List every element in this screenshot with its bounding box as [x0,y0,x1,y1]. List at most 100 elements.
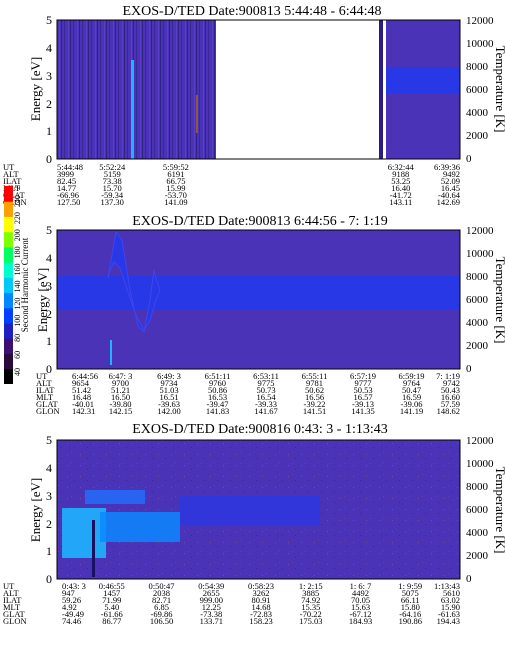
table-cell-3-3-4: -73.38 [200,609,222,619]
table-cell-2-2-5: 142.00 [157,406,180,416]
table-cell-1-3-4: -41.72 [390,190,412,200]
panel-3-cyan-block [62,508,106,558]
panel-3-ylabel-right: Temperature [K] [493,467,505,554]
colorbar: 40 60 80 100 120 140 160 180 200 220 240 250 Second… [4,178,30,385]
table-cell-1-3-3: 16.40 [391,183,410,193]
table-cell-1-4-4: -40.64 [438,190,461,200]
panel-3: EXOS-D/TED Date:900816 0:43: 3 - 1:13:43… [3,422,505,626]
panel-1: EXOS-D/TED Date:900813 5:44:48 - 6:44:48… [3,4,505,207]
table-cell-2-0-5: 142.31 [72,406,95,416]
table-cell-3-5-2: 74.92 [301,595,320,605]
table-cell-1-4-5: 142.69 [437,197,460,207]
table-cell-3-1-0: 0:46:55 [99,581,125,591]
table-cell-1-1-0: 5:52:24 [99,162,126,172]
colorbar-svg: 40 60 80 100 120 140 160 180 200 220 240 250 Second… [4,178,30,385]
table-cell-3-2-4: -69.86 [151,609,173,619]
table-cell-3-5-1: 3885 [302,588,319,598]
panel-3-rtick-2: 4000 [466,527,489,539]
panel-1-right-ticks: 0 2000 4000 6000 8000 10000 12000 [466,15,494,165]
table-cell-2-0-3: 16.48 [72,392,91,402]
colorbar-tick-7: 180 [13,246,22,258]
panel-1-speck [196,95,198,133]
panel-1-frame [56,19,461,160]
panel-1-ytick-5: 5 [46,13,52,27]
table-cell-3-2-1: 2038 [153,588,170,598]
table-cell-3-4-2: 80.91 [251,595,270,605]
table-cell-1-4-3: 16.45 [441,183,460,193]
panel-3-rtick-4: 8000 [466,481,489,493]
table-cell-3-0-1: 947 [62,588,75,598]
colorbar-swatch-2 [4,338,13,355]
panel-1-left-ticks: 0 1 2 3 4 5 [46,13,52,166]
table-cell-3-3-2: 999.00 [200,595,223,605]
colorbar-tick-8: 200 [13,229,22,241]
panel-3-ytick-2: 2 [46,517,52,531]
table-cell-2-5-1: 9781 [306,378,323,388]
panel-1-rtick-2: 4000 [466,107,489,119]
panel-3-title: EXOS-D/TED Date:900816 0:43: 3 - 1:13:43 [132,422,387,437]
table-cell-2-4-2: 50.73 [256,385,275,395]
table-cell-2-8-1: 9742 [443,378,460,388]
panel-1-row-label-alt: ALT [3,169,20,179]
table-cell-1-1-2: 73.38 [103,176,122,186]
panel-3-rtick-3: 6000 [466,504,489,516]
table-cell-2-1-4: -39.80 [110,399,132,409]
panel-1-rtick-5: 10000 [466,38,494,50]
panel-1-row-label-ilat: ILAT [3,176,22,186]
table-cell-1-2-2: 66.75 [166,176,185,186]
table-cell-3-8-5: 194.43 [437,616,460,626]
table-cell-2-6-4: -39.13 [352,399,374,409]
panel-3-right-ticks: 0 2000 4000 6000 8000 10000 12000 [466,435,494,585]
table-cell-3-3-1: 2655 [203,588,220,598]
panel-3-rtick-5: 10000 [466,458,494,470]
colorbar-swatch-12 [4,186,13,202]
panel-1-bright-line [131,60,134,159]
table-cell-1-0-1: 3999 [57,169,74,179]
table-cell-3-7-2: 66.11 [401,595,420,605]
colorbar-label: Second Harmonic Current [20,237,30,332]
table-cell-2-7-0: 6:59:19 [399,371,425,381]
panel-2-ytick-0: 0 [46,362,52,376]
table-cell-3-6-1: 4492 [352,588,369,598]
table-cell-2-3-5: 141.83 [206,406,229,416]
table-cell-2-7-4: -39.06 [401,399,423,409]
panel-2-ytick-1: 1 [46,334,52,348]
table-cell-1-2-0: 5:59:52 [163,162,189,172]
table-cell-1-4-2: 52.09 [441,176,460,186]
table-cell-1-0-2: 82.45 [57,176,76,186]
colorbar-tick-9: 220 [13,212,22,224]
table-cell-1-4-0: 6:39:36 [434,162,460,172]
panel-2-row-label-glon: GLON [36,406,60,416]
colorbar-swatch-5 [4,292,13,309]
table-cell-2-1-1: 9700 [112,378,129,388]
colorbar-tick-2: 80 [13,334,22,342]
colorbar-swatch-9 [4,231,13,248]
table-cell-2-0-2: 51.42 [72,385,91,395]
table-cell-1-2-3: 15.99 [166,183,185,193]
table-cell-2-6-3: 16.57 [353,392,372,402]
table-cell-3-8-2: 63.02 [441,595,460,605]
panel-2-rtick-2: 4000 [466,317,489,329]
table-cell-2-7-5: 141.19 [400,406,423,416]
colorbar-swatch-1 [4,353,13,370]
panel-3-left-ticks: 0 1 2 3 4 5 [46,433,52,586]
table-cell-3-2-0: 0:50:47 [149,581,175,591]
colorbar-tick-4: 120 [13,298,22,310]
table-cell-2-7-2: 50.47 [402,385,421,395]
table-cell-2-8-2: 50.43 [441,385,460,395]
table-cell-2-2-0: 6:49: 3 [157,371,181,381]
panel-1-rtick-3: 6000 [466,84,489,96]
panel-1-ylabel-right: Temperature [K] [493,46,505,133]
panel-2-rtick-6: 12000 [466,225,494,237]
panel-3-rtick-6: 12000 [466,435,494,447]
colorbar-tick-0: 40 [13,368,22,376]
panel-1-data-seg-2 [379,20,383,159]
panel-1-ylabel: Energy [eV] [28,57,43,121]
panel-2-table-labels: UT ALT ILAT MLT GLAT GLON [36,371,60,416]
table-cell-2-6-1: 9777 [355,378,372,388]
panel-3-ytick-5: 5 [46,433,52,447]
table-cell-3-0-3: 4.92 [62,602,77,612]
table-cell-1-0-0: 5:44:48 [57,162,83,172]
